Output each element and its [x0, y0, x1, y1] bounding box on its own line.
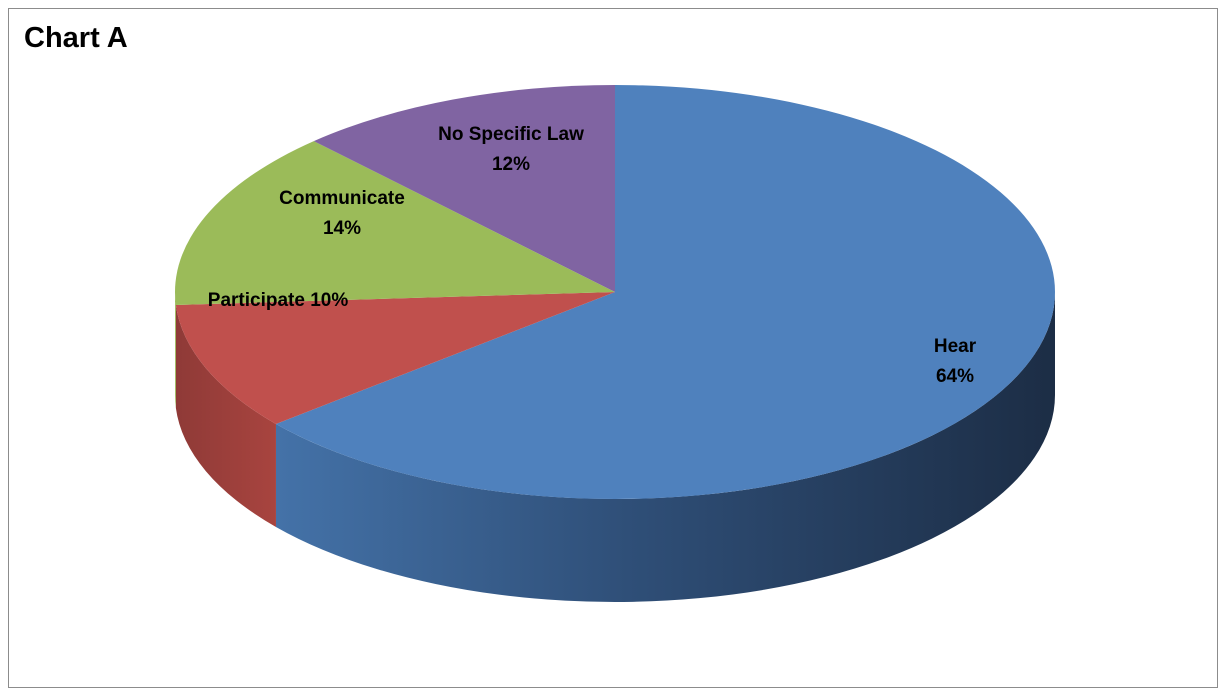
- data-label-no-specific-law: No Specific Law 12%: [438, 124, 584, 175]
- pie-top-faces: [175, 85, 1055, 500]
- pie-side-communicate: [175, 292, 176, 408]
- pie-slice-communicate: [175, 141, 615, 305]
- pie-slice-hear: [275, 85, 1055, 500]
- data-label-hear: Hear 64%: [934, 336, 977, 387]
- pie-data-labels: Hear 64% Participate 10% Communicate 14% No S…: [208, 124, 977, 387]
- pie-side-walls: [175, 292, 1055, 602]
- pie-slice-participate: [175, 292, 616, 424]
- pie-slice-no-specific-law: [313, 85, 615, 292]
- data-label-participate: Participate 10%: [208, 290, 349, 311]
- data-label-communicate: Communicate 14%: [279, 188, 405, 239]
- pie-side-participate: [175, 304, 276, 527]
- chart-title: Chart A: [24, 22, 128, 54]
- pie-side-hear: [275, 292, 1055, 602]
